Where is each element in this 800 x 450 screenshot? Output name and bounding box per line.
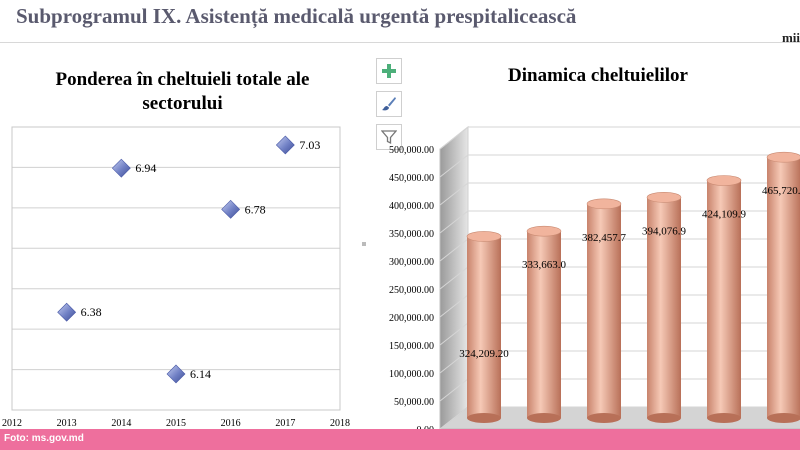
x-tick-label: 2015 [166, 418, 186, 429]
plot-frame [11, 126, 341, 411]
gridline-side [439, 266, 469, 290]
share-chart-title: Ponderea în cheltuieli totale ale sector… [0, 68, 365, 116]
data-label: 6.78 [245, 202, 266, 216]
share-chart-title-line-2: sectorului [142, 93, 223, 114]
x-tick-label: 2012 [2, 418, 22, 429]
data-label: 6.94 [135, 161, 156, 175]
bar-top [526, 225, 562, 237]
data-label: 424,109.9 [702, 208, 747, 220]
gridline-side [439, 182, 469, 206]
brush-icon [382, 97, 396, 111]
bar-base [707, 413, 741, 423]
spending-chart[interactable]: 0.0050,000.00100,000.00150,000.00200,000… [368, 52, 800, 437]
resize-handle[interactable] [362, 242, 366, 246]
bar-top [766, 151, 800, 163]
data-label: 324,209.20 [459, 348, 509, 360]
title-divider [0, 42, 800, 43]
data-label: 382,457.7 [582, 232, 627, 244]
y-tick-label: 200,000.00 [389, 313, 434, 324]
y-tick-label: 300,000.00 [389, 257, 434, 268]
y-tick-label: 150,000.00 [389, 341, 434, 352]
chart-filters-button[interactable] [376, 124, 402, 150]
bar-base [767, 413, 800, 423]
y-tick-label: 500,000.00 [389, 145, 434, 156]
y-tick-label: 50,000.00 [394, 397, 434, 408]
gridline-side [439, 238, 469, 262]
gridline-side [439, 294, 469, 318]
bar [646, 192, 682, 423]
data-label: 394,076.9 [642, 225, 687, 237]
bar-body [467, 236, 501, 418]
x-tick-label: 2017 [275, 418, 295, 429]
unit-note: mii [781, 30, 800, 45]
gridline-side [439, 406, 469, 430]
share-chart-title-line-1: Ponderea în cheltuieli totale ale [55, 69, 310, 90]
y-tick-label: 400,000.00 [389, 201, 434, 212]
gridline-side [439, 378, 469, 402]
data-label: 7.03 [299, 138, 320, 152]
y-tick-label: 250,000.00 [389, 285, 434, 296]
page-title: Subprogramul IX. Asistență medicală urge… [16, 4, 577, 28]
data-label: 465,720.5 [762, 185, 800, 197]
bar-top [706, 175, 742, 186]
bar-body [707, 180, 741, 418]
bar-body [767, 157, 800, 418]
share-chart[interactable]: 2012 2013 2014 2015 2016 2017 2018 6.38 6.94 6.14… [0, 52, 366, 437]
bar [466, 231, 502, 423]
gridline-side [439, 126, 469, 150]
x-tick-label: 2014 [111, 418, 131, 429]
chart-styles-button[interactable] [376, 91, 402, 117]
bar [706, 175, 742, 423]
x-tick-label: 2013 [57, 418, 77, 429]
data-point [221, 199, 241, 219]
plus-icon [382, 64, 396, 78]
chart-tools [376, 58, 402, 157]
data-point [275, 135, 295, 155]
gridline-side [439, 350, 469, 374]
data-point [166, 364, 186, 384]
bar-base [647, 413, 681, 423]
bar-body [647, 197, 681, 418]
data-label: 6.38 [81, 305, 102, 319]
filter-icon [381, 130, 397, 145]
x-tick-label: 2018 [330, 418, 350, 429]
bar-base [527, 413, 561, 423]
share-chart-plot: 2012 2013 2014 2015 2016 2017 2018 6.38 6.94 6.14… [2, 126, 350, 429]
footer-bar: Foto: ms.gov.md [0, 429, 800, 450]
gridline-side [439, 210, 469, 234]
data-label: 6.14 [190, 367, 211, 381]
bar-top [586, 198, 622, 210]
data-point [57, 302, 77, 322]
bar-top [646, 192, 682, 203]
bar [526, 225, 562, 423]
chart-elements-button[interactable] [376, 58, 402, 84]
bar-base [587, 413, 621, 423]
bar-body [527, 231, 561, 418]
data-label: 333,663.0 [522, 259, 567, 271]
y-tick-label: 450,000.00 [389, 173, 434, 184]
spending-chart-title: Dinamica cheltuielilor [508, 65, 688, 86]
gridline-side [439, 322, 469, 346]
bar [586, 198, 622, 423]
y-tick-label: 100,000.00 [389, 369, 434, 380]
photo-credit: Foto: ms.gov.md [4, 433, 84, 444]
y-tick-label: 350,000.00 [389, 229, 434, 240]
bar-body [587, 203, 621, 418]
x-tick-label: 2016 [221, 418, 241, 429]
bar [766, 151, 800, 423]
data-point [111, 158, 131, 178]
bar-base [467, 413, 501, 423]
gridline-side [439, 154, 469, 178]
bar-top [466, 231, 502, 242]
spending-chart-plot: 0.0050,000.00100,000.00150,000.00200,000… [389, 125, 800, 437]
